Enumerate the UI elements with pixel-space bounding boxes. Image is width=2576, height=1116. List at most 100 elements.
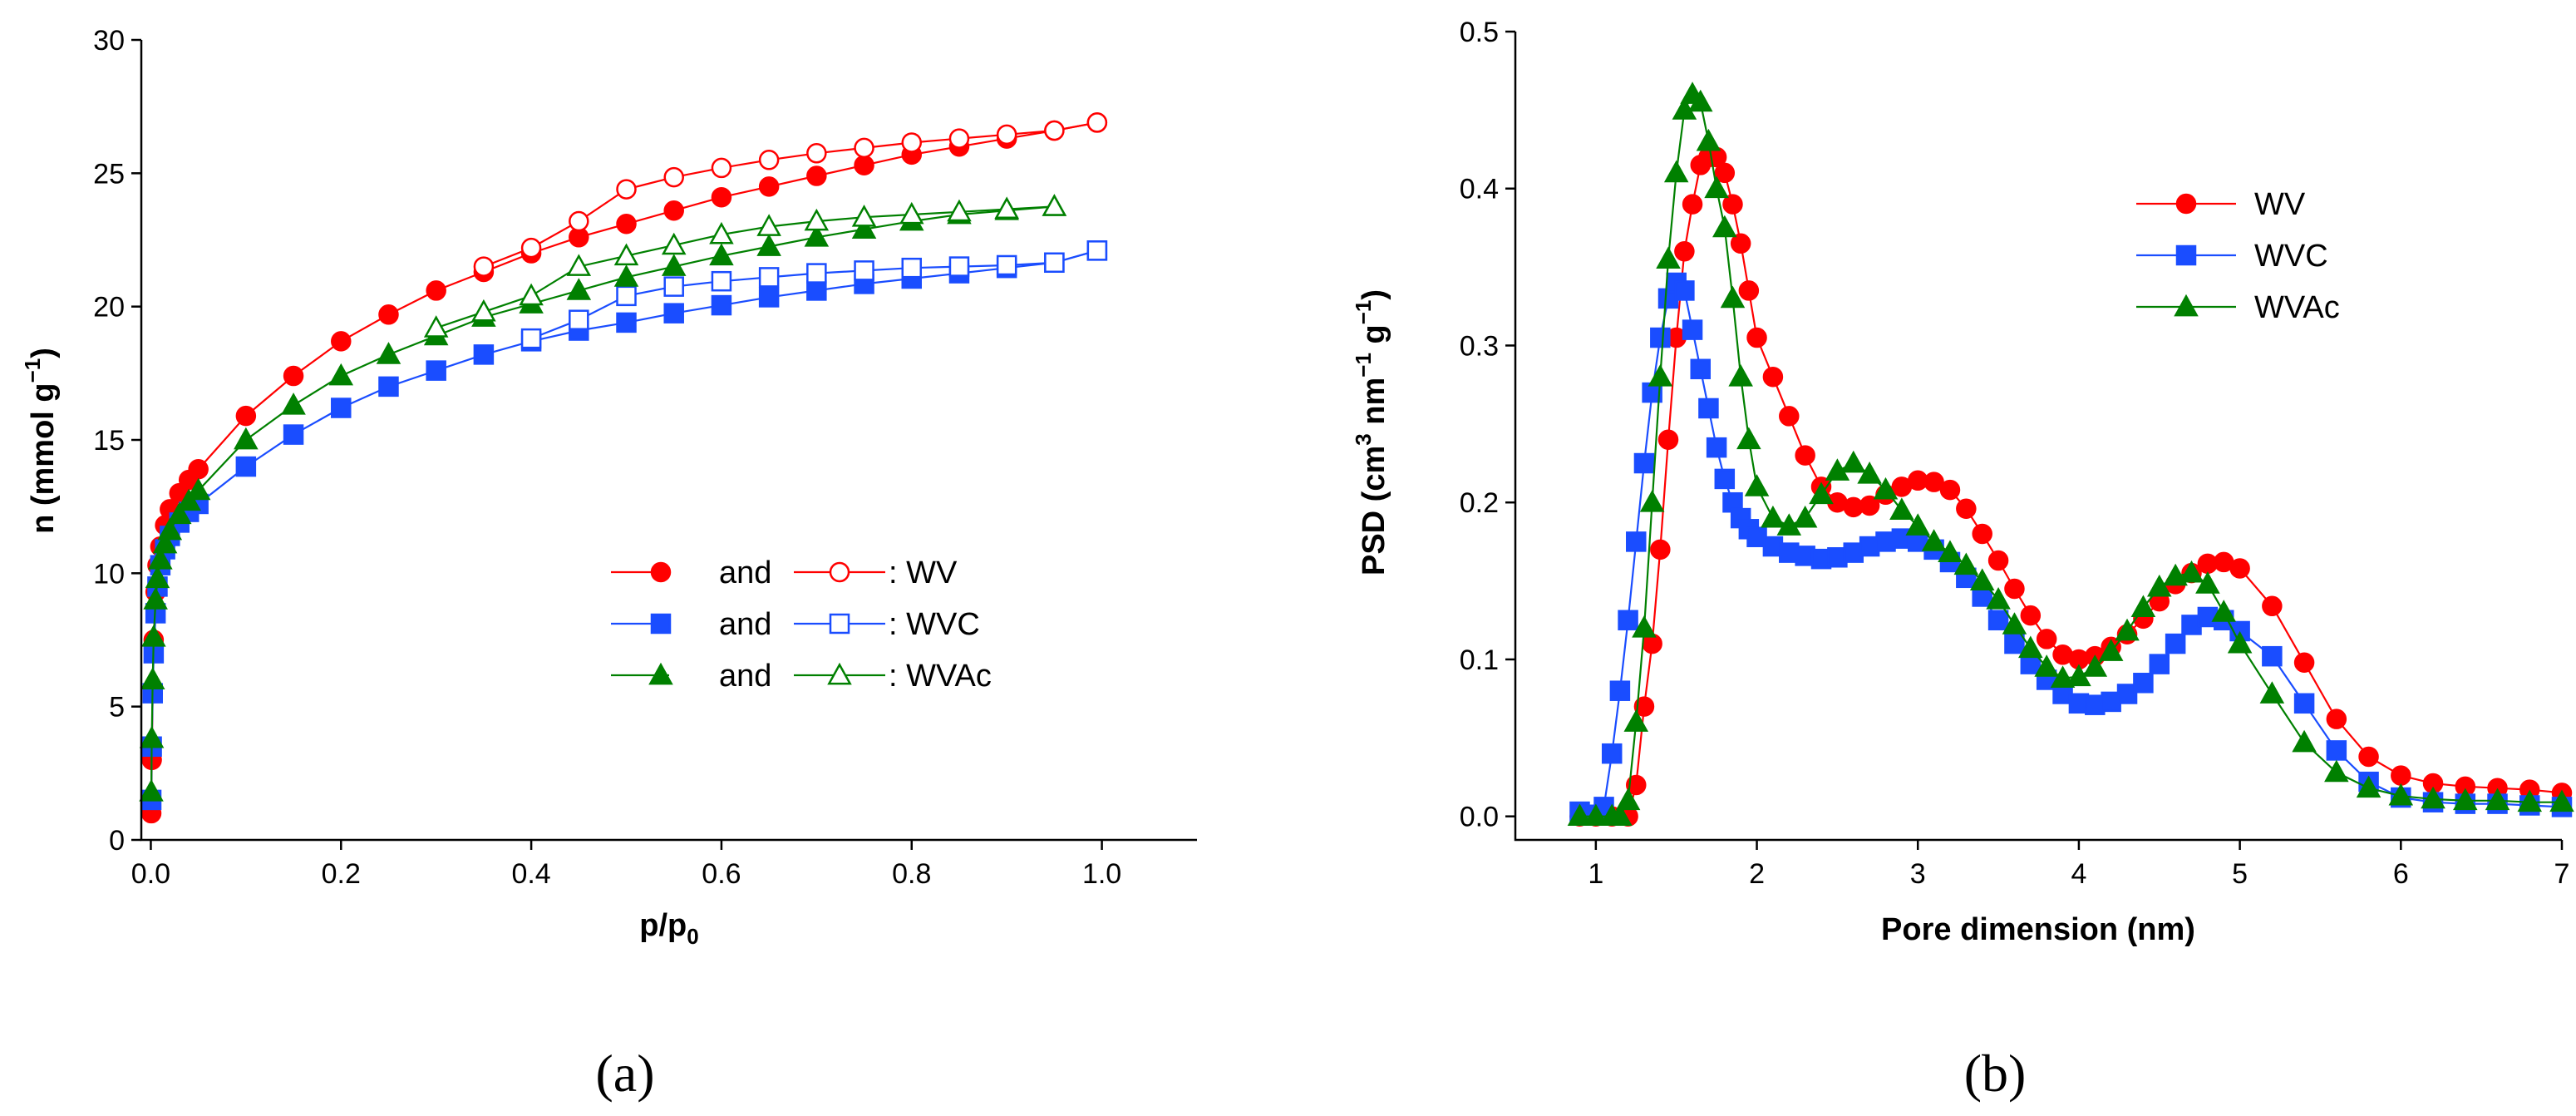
data-point (1969, 568, 1995, 590)
data-point (996, 254, 1017, 276)
data-point (1953, 552, 1979, 575)
series-line (150, 205, 1055, 793)
data-point (2391, 765, 2411, 786)
data-point (283, 424, 304, 445)
panel-b-y-axis-label: PSD (cm3 nm−1 g−1) (1351, 289, 1391, 575)
data-point (1674, 240, 1695, 262)
data-point (1626, 531, 1647, 552)
data-point (1889, 497, 1914, 521)
legend-label: : WV (889, 556, 958, 590)
data-point (616, 214, 637, 235)
legend-marker (2175, 244, 2197, 266)
y-tick-label: 0.1 (1460, 644, 1499, 676)
data-point (1873, 477, 1899, 500)
data-point (1722, 194, 1743, 215)
data-point (1921, 529, 1947, 551)
series-wvc-adsorption (140, 240, 1108, 811)
data-point (2165, 633, 2186, 654)
y-tick-label: 10 (93, 558, 125, 590)
panel-a-x-ticks: 0.0 0.2 0.4 0.6 0.8 1.0 (131, 840, 1121, 890)
data-point (2227, 630, 2253, 654)
data-point (471, 299, 496, 322)
data-point (152, 531, 178, 554)
data-point (2115, 618, 2140, 641)
legend-entry-wvac: WVAc (2136, 290, 2340, 325)
data-point (1714, 162, 1736, 184)
data-point (1626, 774, 1647, 796)
data-point (806, 263, 827, 284)
data-point (851, 216, 877, 239)
data-point (901, 257, 923, 279)
x-tick-label: 7 (2554, 858, 2570, 890)
data-point (566, 278, 592, 300)
legend-label: : WVAc (889, 659, 992, 694)
data-point (2356, 775, 2381, 798)
x-tick-label: 1.0 (1082, 858, 1121, 890)
data-point (1663, 160, 1689, 183)
data-point (806, 280, 827, 301)
y-tick-label: 15 (93, 425, 125, 457)
legend-marker (2174, 294, 2199, 317)
data-point (2262, 595, 2283, 617)
data-point (2146, 574, 2172, 597)
data-point (1728, 363, 1753, 387)
data-point (1657, 429, 1679, 450)
x-tick-label: 0.6 (702, 858, 741, 890)
data-point (1639, 489, 1665, 512)
data-point (663, 200, 684, 221)
legend-label: WVAc (2254, 290, 2340, 325)
data-point (1650, 539, 1671, 560)
panel-a-label: (a) (595, 1044, 654, 1103)
data-point (2018, 635, 2043, 659)
data-point (806, 143, 827, 164)
data-point (2004, 633, 2025, 654)
data-point (520, 237, 542, 259)
y-tick-label: 25 (93, 158, 125, 190)
y-tick-label: 0.3 (1460, 330, 1499, 362)
data-point (1857, 462, 1882, 484)
panel-a-y-ticks: 0 5 10 15 20 25 30 (93, 25, 141, 857)
panel-a-series-layer (139, 112, 1108, 824)
data-point (804, 208, 830, 231)
data-point (1809, 481, 1834, 505)
data-point (901, 132, 923, 153)
data-point (473, 256, 495, 277)
data-point (2421, 786, 2445, 809)
data-point (141, 625, 166, 647)
data-point (1792, 505, 1818, 528)
data-point (1696, 128, 1721, 151)
y-tick-label: 0.0 (1460, 802, 1499, 833)
data-point (2549, 789, 2574, 812)
panel-b-axes (1514, 32, 2562, 842)
data-point (758, 150, 780, 170)
data-point (756, 214, 781, 236)
data-point (1987, 610, 2009, 631)
legend-and-text: and (719, 659, 771, 694)
legend-marker-open (829, 561, 850, 583)
series-wv-desorption (473, 112, 1108, 277)
data-point (519, 283, 544, 306)
data-point (1986, 587, 2011, 610)
data-point (1956, 498, 1977, 520)
x-tick-label: 0.0 (131, 858, 170, 890)
legend-entry-wv: WV (2136, 187, 2306, 222)
data-point (1776, 513, 1802, 536)
data-point (1706, 437, 1727, 458)
data-point (1720, 285, 1746, 309)
data-point (2002, 612, 2027, 635)
y-tick-label: 0 (109, 825, 125, 857)
data-point (663, 276, 684, 297)
data-point (2020, 605, 2042, 626)
data-point (1744, 474, 1770, 496)
data-point (661, 254, 687, 276)
y-tick-label: 20 (93, 292, 125, 323)
data-point (1633, 696, 1655, 717)
legend-marker-filled (650, 561, 672, 583)
data-point (2130, 595, 2156, 618)
legend-marker-filled (648, 662, 673, 685)
data-point (566, 254, 592, 276)
data-point (235, 456, 257, 477)
data-point (1736, 427, 1761, 450)
legend-label: : WVC (889, 607, 980, 642)
data-point (756, 234, 781, 256)
